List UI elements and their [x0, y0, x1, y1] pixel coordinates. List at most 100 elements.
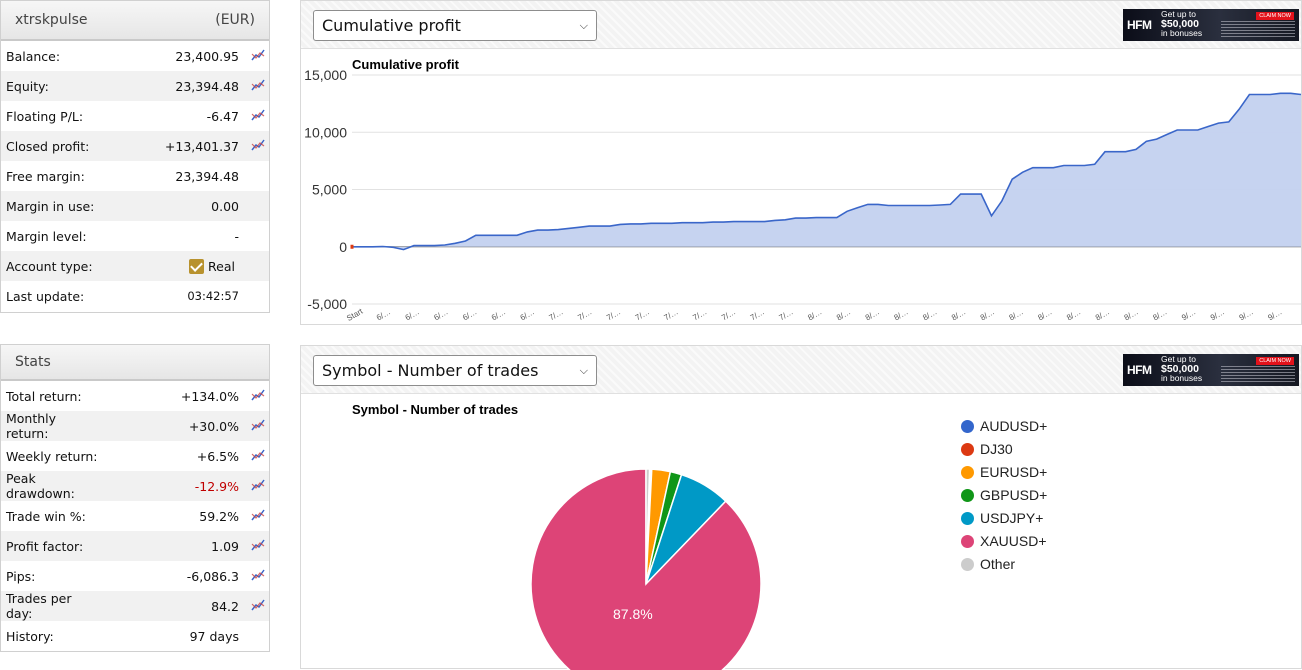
x-tick-label: 8/… [1036, 307, 1053, 322]
account-label: Margin in use: [6, 198, 95, 214]
chart-title: Symbol - Number of trades [352, 402, 518, 417]
legend-swatch [961, 511, 974, 525]
legend-item[interactable]: Other [961, 556, 1015, 572]
chart-link-icon[interactable] [241, 448, 265, 464]
chart-link-icon[interactable] [241, 568, 265, 584]
legend-item[interactable]: GBPUSD+ [961, 487, 1047, 503]
stats-label: Monthly return: [6, 411, 57, 441]
stats-row: Monthly return: +30.0% [1, 411, 269, 441]
icon-spacer [241, 168, 265, 184]
stats-row: Trades per day: 84.2 [1, 591, 269, 621]
chart-link-icon[interactable] [241, 538, 265, 554]
x-tick-label: 8/… [950, 307, 967, 322]
legend-label: AUDUSD+ [980, 418, 1048, 434]
account-row: Balance: 23,400.95 [1, 41, 269, 71]
ad-line2: $50,000 [1161, 17, 1199, 30]
pie-type-select[interactable]: Symbol - Number of trades ⌵ [313, 355, 597, 386]
icon-spacer [241, 288, 265, 304]
chart-link-icon[interactable] [241, 48, 265, 64]
checkbox-icon [189, 258, 205, 274]
x-tick-label: 9/… [1266, 307, 1283, 322]
account-label: Closed profit: [6, 138, 90, 154]
legend-item[interactable]: AUDUSD+ [961, 418, 1047, 434]
x-tick-label: 8/… [806, 307, 823, 322]
legend-label: XAUUSD+ [980, 533, 1047, 549]
stats-row: Profit factor: 1.09 [1, 531, 269, 561]
account-row: Margin level: - [1, 221, 269, 251]
stats-panel: Stats Total return: +134.0% Monthly return… [0, 344, 270, 652]
x-tick-label: 7/… [634, 307, 651, 322]
x-tick-label: 8/… [835, 307, 852, 322]
x-tick-label: 7/… [576, 307, 593, 322]
chevron-down-icon: ⌵ [579, 19, 588, 32]
x-tick-label: 7/… [547, 307, 564, 322]
stats-title: Stats [15, 354, 51, 370]
account-label: Floating P/L: [6, 108, 84, 124]
stats-label: History: [6, 628, 54, 644]
ad-banner[interactable]: HFM Get up to $50,000 in bonuses CLAIM N… [1123, 354, 1299, 386]
stats-row: History: 97 days [1, 621, 269, 651]
legend-label: USDJPY+ [980, 510, 1044, 526]
icon-spacer [241, 628, 265, 644]
account-row: Free margin: 23,394.48 [1, 161, 269, 191]
chart-link-icon[interactable] [241, 388, 265, 404]
chart-type-select[interactable]: Cumulative profit ⌵ [313, 10, 597, 41]
legend-item[interactable]: EURUSD+ [961, 464, 1047, 480]
x-tick-label: 7/… [778, 307, 795, 322]
cumulative-profit-toolbar: Cumulative profit ⌵ HFM Get up to $50,00… [301, 1, 1301, 49]
account-value: 23,400.95 [175, 48, 239, 64]
x-tick-label: 9/… [1238, 307, 1255, 322]
account-label: Last update: [6, 288, 85, 304]
legend-swatch [961, 557, 974, 571]
chart-link-icon[interactable] [241, 598, 265, 614]
x-tick-label: 6/… [375, 307, 392, 322]
legend-label: GBPUSD+ [980, 487, 1048, 503]
ad-logo: HFM [1127, 18, 1152, 32]
stats-row: Weekly return: +6.5% [1, 441, 269, 471]
stats-row: Trade win %: 59.2% [1, 501, 269, 531]
ad-banner[interactable]: HFM Get up to $50,000 in bonuses CLAIM N… [1123, 9, 1299, 41]
legend-item[interactable]: XAUUSD+ [961, 533, 1047, 549]
x-tick-label: 8/… [893, 307, 910, 322]
symbol-trades-panel: Symbol - Number of trades ⌵ HFM Get up t… [300, 345, 1302, 670]
ad-fine-print [1221, 21, 1295, 37]
symbol-trades-chart: 87.8% Symbol - Number of trades [352, 402, 762, 670]
stats-value: 59.2% [199, 508, 239, 524]
stats-label: Profit factor: [6, 538, 84, 554]
x-tick-label: 8/… [1008, 307, 1025, 322]
account-rows: Balance: 23,400.95 Equity: 23,394.48 Floatin… [1, 41, 269, 311]
stats-value: -6,086.3 [186, 568, 239, 584]
x-tick-label: 8/… [1151, 307, 1168, 322]
x-tick-label: 7/… [605, 307, 622, 322]
stats-value: +134.0% [180, 388, 239, 404]
symbol-trades-toolbar: Symbol - Number of trades ⌵ HFM Get up t… [301, 346, 1301, 394]
x-tick-label: Start [345, 306, 365, 323]
profit-area [352, 93, 1301, 250]
ad-claim-button[interactable]: CLAIM NOW [1256, 12, 1294, 20]
legend-item[interactable]: USDJPY+ [961, 510, 1043, 526]
chart-link-icon[interactable] [241, 418, 265, 434]
account-row: Margin in use: 0.00 [1, 191, 269, 221]
chart-link-icon[interactable] [241, 138, 265, 154]
chart-link-icon[interactable] [241, 478, 265, 494]
account-value: 03:42:57 [187, 289, 239, 303]
legend-label: EURUSD+ [980, 464, 1048, 480]
x-tick-label: 8/… [979, 307, 996, 322]
y-tick-label: 15,000 [304, 67, 347, 83]
ad-fine-print [1221, 366, 1295, 382]
cumulative-profit-chart: -5,000 0 5,000 10,000 15,000 Start 6/… 6/… 6/… 6/… [304, 57, 1301, 323]
y-tick-label: -5,000 [307, 296, 347, 312]
account-value: +13,401.37 [164, 138, 239, 154]
ad-claim-button[interactable]: CLAIM NOW [1256, 357, 1294, 365]
ad-line3: in bonuses [1161, 373, 1203, 383]
icon-spacer [241, 228, 265, 244]
chart-link-icon[interactable] [241, 108, 265, 124]
account-label: Free margin: [6, 168, 85, 184]
stats-value: 84.2 [211, 598, 239, 614]
chart-link-icon[interactable] [241, 78, 265, 94]
pie-slice-other [645, 468, 651, 585]
ad-text: Get up to $50,000 in bonuses [1161, 9, 1202, 39]
chart-link-icon[interactable] [241, 508, 265, 524]
legend-item[interactable]: DJ30 [961, 441, 1013, 457]
chevron-down-icon: ⌵ [579, 364, 588, 377]
